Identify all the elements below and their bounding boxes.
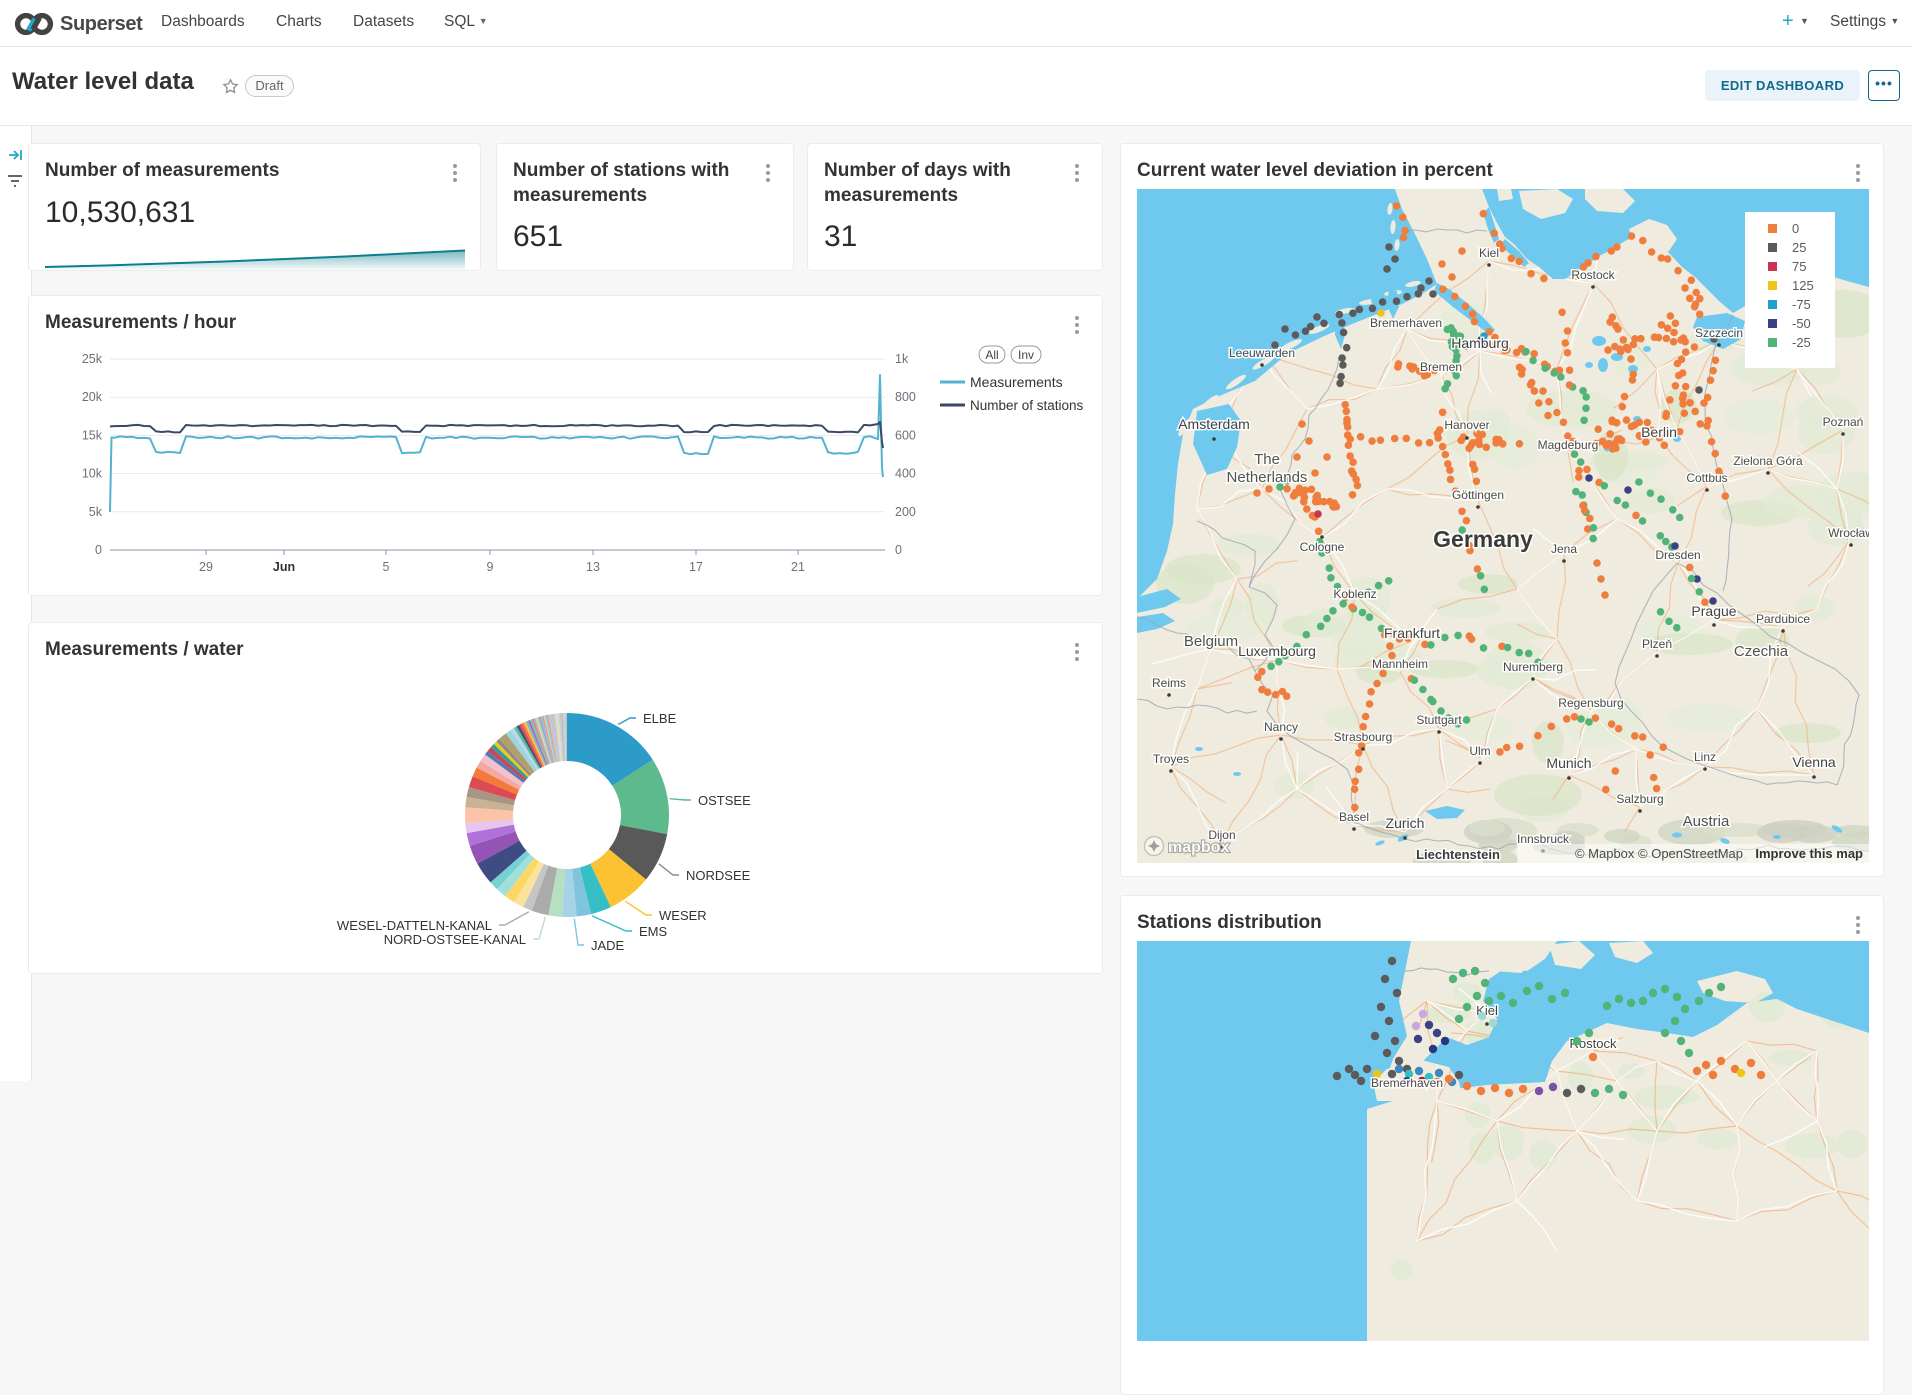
svg-text:Ulm: Ulm [1469,744,1490,758]
svg-text:25k: 25k [82,352,103,366]
svg-text:0: 0 [95,543,102,557]
svg-text:OSTSEE: OSTSEE [698,793,751,808]
svg-text:WESER: WESER [659,908,707,923]
svg-text:Jena: Jena [1551,542,1577,556]
svg-text:Prague: Prague [1691,603,1736,619]
svg-text:9: 9 [487,560,494,574]
svg-text:Nuremberg: Nuremberg [1503,660,1563,674]
svg-text:-25: -25 [1792,335,1811,350]
svg-text:Hanover: Hanover [1444,418,1489,432]
svg-text:Amsterdam: Amsterdam [1178,416,1250,432]
svg-text:NORD-OSTSEE-KANAL: NORD-OSTSEE-KANAL [384,932,526,947]
svg-text:EMS: EMS [639,924,668,939]
svg-text:© Mapbox © OpenStreetMap: © Mapbox © OpenStreetMap [1575,846,1743,861]
svg-text:Zurich: Zurich [1386,815,1425,831]
svg-text:mapbox: mapbox [1168,839,1229,856]
svg-text:-50: -50 [1792,316,1811,331]
svg-text:125: 125 [1792,278,1814,293]
svg-text:Troyes: Troyes [1153,752,1189,766]
svg-text:0: 0 [895,543,902,557]
svg-text:Jun: Jun [273,560,295,574]
svg-text:Mannheim: Mannheim [1372,657,1428,671]
svg-text:Measurements: Measurements [970,374,1063,390]
svg-text:Wrocław: Wrocław [1828,526,1869,540]
svg-text:JADE: JADE [591,938,625,953]
svg-text:Netherlands: Netherlands [1227,469,1308,486]
svg-text:Szczecin: Szczecin [1695,326,1743,340]
svg-text:Regensburg: Regensburg [1558,696,1623,710]
svg-text:600: 600 [895,428,916,442]
svg-text:Innsbruck: Innsbruck [1517,832,1570,846]
svg-text:5k: 5k [89,505,103,519]
svg-text:1k: 1k [895,352,909,366]
svg-text:Inv: Inv [1018,348,1034,362]
svg-text:Magdeburg: Magdeburg [1538,438,1599,452]
svg-text:13: 13 [586,560,600,574]
svg-text:Poznań: Poznań [1823,415,1864,429]
svg-text:25: 25 [1792,240,1806,255]
svg-text:Hamburg: Hamburg [1451,335,1509,351]
svg-text:Stuttgart: Stuttgart [1416,713,1462,727]
svg-text:Leeuwarden: Leeuwarden [1229,346,1295,360]
svg-text:ELBE: ELBE [643,711,677,726]
svg-text:20k: 20k [82,390,103,404]
svg-text:15k: 15k [82,428,103,442]
svg-text:5: 5 [383,560,390,574]
svg-text:75: 75 [1792,259,1806,274]
svg-text:Plzeň: Plzeň [1642,637,1672,651]
svg-text:Pardubice: Pardubice [1756,612,1810,626]
svg-text:The: The [1254,451,1280,468]
svg-text:Koblenz: Koblenz [1333,587,1376,601]
svg-text:Bremerhaven: Bremerhaven [1371,1076,1443,1090]
svg-text:WESEL-DATTELN-KANAL: WESEL-DATTELN-KANAL [337,918,492,933]
svg-text:200: 200 [895,505,916,519]
svg-text:Linz: Linz [1694,750,1716,764]
svg-text:Cottbus: Cottbus [1686,471,1727,485]
svg-text:-75: -75 [1792,297,1811,312]
svg-text:Berlin: Berlin [1641,424,1677,440]
svg-text:Germany: Germany [1433,526,1533,552]
svg-text:Basel: Basel [1339,810,1369,824]
svg-text:0: 0 [1792,221,1799,236]
svg-text:Number of stations: Number of stations [970,398,1084,413]
svg-text:Salzburg: Salzburg [1616,792,1663,806]
svg-text:Improve this map: Improve this map [1755,846,1863,861]
svg-text:17: 17 [689,560,703,574]
svg-text:Kiel: Kiel [1479,246,1499,260]
svg-text:Strasbourg: Strasbourg [1334,730,1393,744]
svg-text:Cologne: Cologne [1300,540,1345,554]
svg-text:Munich: Munich [1546,755,1591,771]
svg-text:NORDSEE: NORDSEE [686,868,751,883]
svg-text:Liechtenstein: Liechtenstein [1416,847,1500,862]
svg-text:Dresden: Dresden [1655,548,1700,562]
svg-text:Czechia: Czechia [1734,643,1789,660]
svg-text:Göttingen: Göttingen [1452,488,1504,502]
svg-text:10k: 10k [82,467,103,481]
svg-text:Austria: Austria [1683,813,1730,830]
svg-text:Frankfurt: Frankfurt [1384,625,1440,641]
svg-text:Zielona Góra: Zielona Góra [1733,454,1803,468]
svg-text:Reims: Reims [1152,676,1186,690]
svg-text:Rostock: Rostock [1571,268,1615,282]
svg-text:Dijon: Dijon [1208,828,1235,842]
svg-text:Luxembourg: Luxembourg [1238,643,1316,659]
svg-text:Nancy: Nancy [1264,720,1298,734]
svg-text:29: 29 [199,560,213,574]
svg-text:Belgium: Belgium [1184,633,1238,650]
svg-text:Vienna: Vienna [1792,754,1836,770]
svg-text:21: 21 [791,560,805,574]
svg-text:All: All [985,348,998,362]
svg-text:400: 400 [895,467,916,481]
svg-text:Bremerhaven: Bremerhaven [1370,316,1442,330]
svg-text:800: 800 [895,390,916,404]
svg-text:Bremen: Bremen [1420,360,1462,374]
